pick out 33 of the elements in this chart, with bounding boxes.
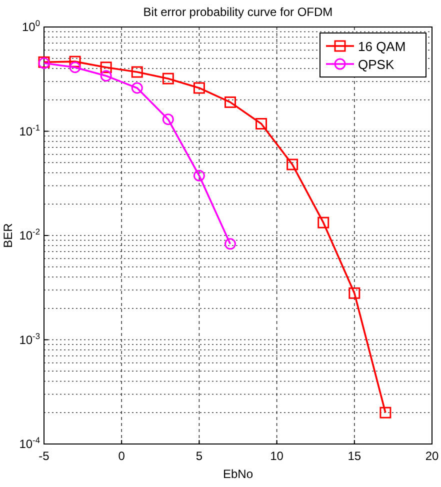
point	[69, 56, 81, 68]
point	[193, 82, 205, 94]
point	[256, 118, 268, 130]
x-tick-label: 10	[270, 449, 284, 463]
x-tick-label: 20	[425, 449, 439, 463]
x-tick-label: -5	[38, 449, 50, 463]
y-tick-label: 10$^{-1}$	[19, 122, 40, 138]
legend-label: 16 QAM	[358, 39, 406, 54]
point	[69, 62, 81, 74]
point	[224, 238, 236, 250]
point	[318, 216, 330, 228]
chart-title: Bit error probability curve for OFDM	[143, 5, 333, 19]
y-tick-label: 10$^{-3}$	[19, 330, 40, 347]
y-axis-title: BER	[1, 222, 15, 248]
point	[193, 170, 205, 182]
point	[224, 96, 236, 108]
x-tick-label: 5	[196, 449, 203, 463]
point	[100, 62, 112, 74]
point	[162, 114, 174, 126]
x-tick-label: 0	[118, 449, 126, 463]
point	[100, 70, 112, 82]
y-tick-label: 10$^{-4}$	[19, 435, 40, 451]
legend-label: QPSK	[358, 57, 394, 72]
point	[131, 82, 143, 94]
y-tick-label: 10$^{0}$	[22, 18, 40, 34]
point	[380, 406, 392, 418]
x-tick-label: 15	[348, 449, 362, 463]
point	[286, 158, 298, 170]
point	[348, 287, 360, 299]
y-tick-label: 10$^{-2}$	[19, 226, 40, 242]
point	[131, 66, 143, 78]
x-axis-title: EbNo	[222, 467, 254, 481]
point	[162, 72, 174, 84]
